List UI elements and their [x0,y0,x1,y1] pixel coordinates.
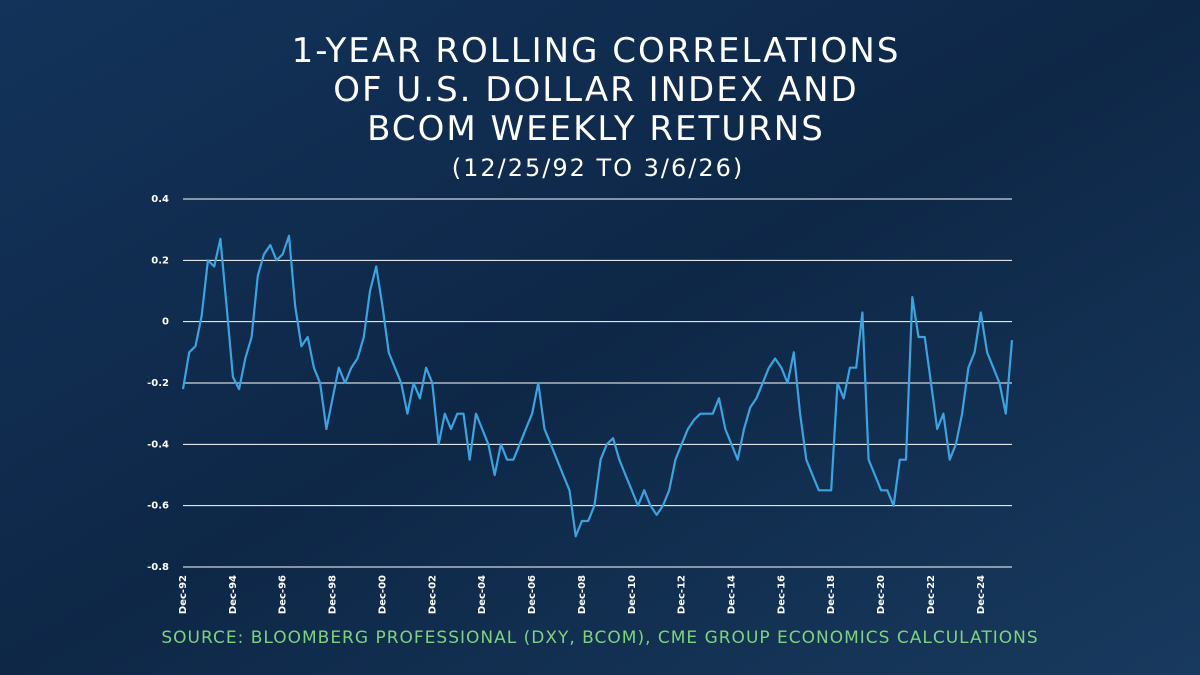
y-tick-label: -0.2 [147,378,169,389]
chart-title: OF U.S. DOLLAR INDEX AND [333,70,858,110]
data-line [181,234,1014,538]
x-tick-label: Dec-96 [278,575,289,614]
y-tick-label: -0.4 [147,439,169,450]
x-tick-label: Dec-08 [577,575,588,614]
x-tick-label: Dec-10 [627,575,638,614]
x-tick-label: Dec-00 [377,575,388,614]
x-tick-label: Dec-12 [677,575,688,614]
chart-subtitle: (12/25/92 TO 3/6/26) [452,154,745,182]
x-tick-label: Dec-20 [876,575,887,614]
y-tick-label: 0.4 [151,194,169,205]
y-tick-label: -0.6 [147,501,169,512]
source-note: SOURCE: BLOOMBERG PROFESSIONAL (DXY, BCO… [161,628,1038,648]
y-tick-label: 0.2 [151,255,169,266]
x-tick-label: Dec-14 [727,575,738,614]
x-tick-label: Dec-98 [328,575,339,614]
y-tick-label: 0 [162,317,169,328]
x-tick-label: Dec-22 [926,575,937,614]
y-tick-label: -0.8 [147,562,169,573]
chart-title: BCOM WEEKLY RETURNS [367,109,825,149]
x-tick-label: Dec-16 [776,575,787,614]
x-tick-label: Dec-94 [228,575,239,614]
x-tick-label: Dec-18 [826,575,837,614]
x-tick-label: Dec-92 [178,575,189,614]
x-tick-label: Dec-24 [976,575,987,614]
x-tick-label: Dec-04 [477,575,488,614]
x-tick-label: Dec-02 [427,575,438,614]
x-tick-label: Dec-06 [527,575,538,614]
chart-title: 1-YEAR ROLLING CORRELATIONS [292,31,901,71]
